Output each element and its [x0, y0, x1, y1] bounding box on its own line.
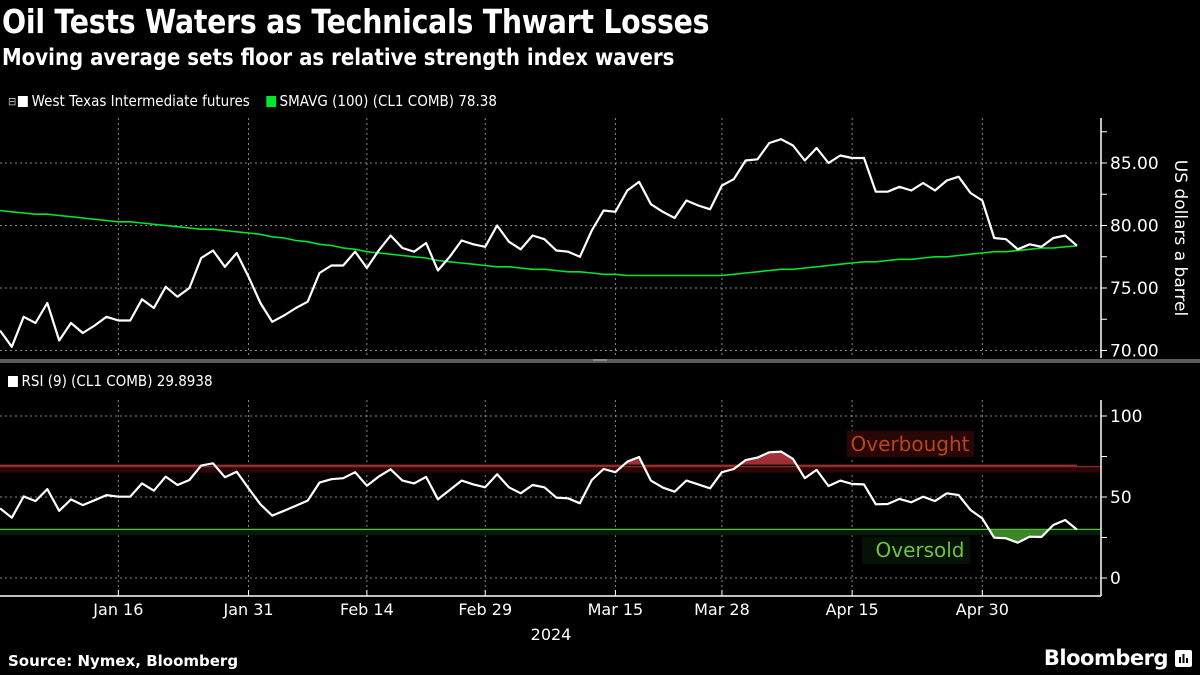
legend-label-rsi: RSI (9) (CL1 COMB) 29.8938 [21, 372, 213, 390]
legend-item-sma[interactable]: SMAVG (100) (CL1 COMB) 78.38 [266, 92, 497, 110]
collapse-box-icon[interactable]: ⊟ [8, 94, 17, 108]
legend-swatch-wti [18, 95, 28, 107]
x-axis-year-label: 2024 [531, 625, 572, 644]
sma-series-line [0, 209, 1078, 277]
chart-title: Oil Tests Waters as Technicals Thwart Lo… [2, 2, 710, 41]
price-y-axis-label: US dollars a barrel [1170, 160, 1190, 316]
xtick-label: Feb 29 [458, 600, 512, 619]
legend-swatch-rsi [8, 375, 18, 387]
rsi-ytick-100: 100 [1110, 407, 1142, 427]
price-ytick-70: 70.00 [1110, 341, 1159, 361]
overbought-label-bg [847, 431, 974, 457]
oversold-band [0, 529, 1101, 536]
rsi-legend: RSI (9) (CL1 COMB) 29.8938 [8, 372, 229, 390]
overbought-label: Overbought [851, 432, 970, 456]
overbought-fill-area [0, 451, 1077, 467]
wti-series-line [0, 138, 1078, 348]
rsi-ytick-0: 0 [1110, 569, 1121, 589]
oversold-label: Oversold [875, 538, 964, 562]
bloomberg-chart-icon [1175, 650, 1192, 667]
oversold-label-bg [862, 537, 970, 564]
legend-item-wti[interactable]: ⊟ West Texas Intermediate futures [8, 92, 250, 110]
panel-divider[interactable] [0, 359, 1200, 363]
legend-label-wti: West Texas Intermediate futures [31, 92, 250, 110]
source-note: Source: Nymex, Bloomberg [8, 652, 239, 670]
legend-label-sma: SMAVG (100) (CL1 COMB) 78.38 [279, 92, 497, 110]
grid-lines [0, 118, 1101, 596]
xtick-label: Apr 30 [956, 600, 1009, 619]
rsi-series-line [0, 450, 1078, 544]
xtick-label: Feb 14 [340, 600, 394, 619]
price-legend: ⊟ West Texas Intermediate futures SMAVG … [8, 92, 513, 110]
axis-ticks [117, 131, 1107, 596]
chart-subtitle: Moving average sets floor as relative st… [2, 45, 675, 71]
legend-swatch-sma [266, 95, 276, 107]
price-ytick-80: 80.00 [1110, 216, 1159, 236]
xtick-label: Mar 15 [588, 600, 644, 619]
rsi-ytick-50: 50 [1110, 488, 1132, 508]
price-ytick-85: 85.00 [1110, 154, 1159, 174]
price-ytick-75: 75.00 [1110, 279, 1159, 299]
overbought-band [0, 466, 1101, 473]
xtick-label: Jan 31 [222, 600, 273, 619]
bloomberg-logo: Bloomberg [1043, 646, 1169, 670]
xtick-label: Mar 28 [694, 600, 750, 619]
xtick-label: Apr 15 [826, 600, 879, 619]
legend-item-rsi[interactable]: RSI (9) (CL1 COMB) 29.8938 [8, 372, 213, 390]
xtick-label: Jan 16 [92, 600, 143, 619]
